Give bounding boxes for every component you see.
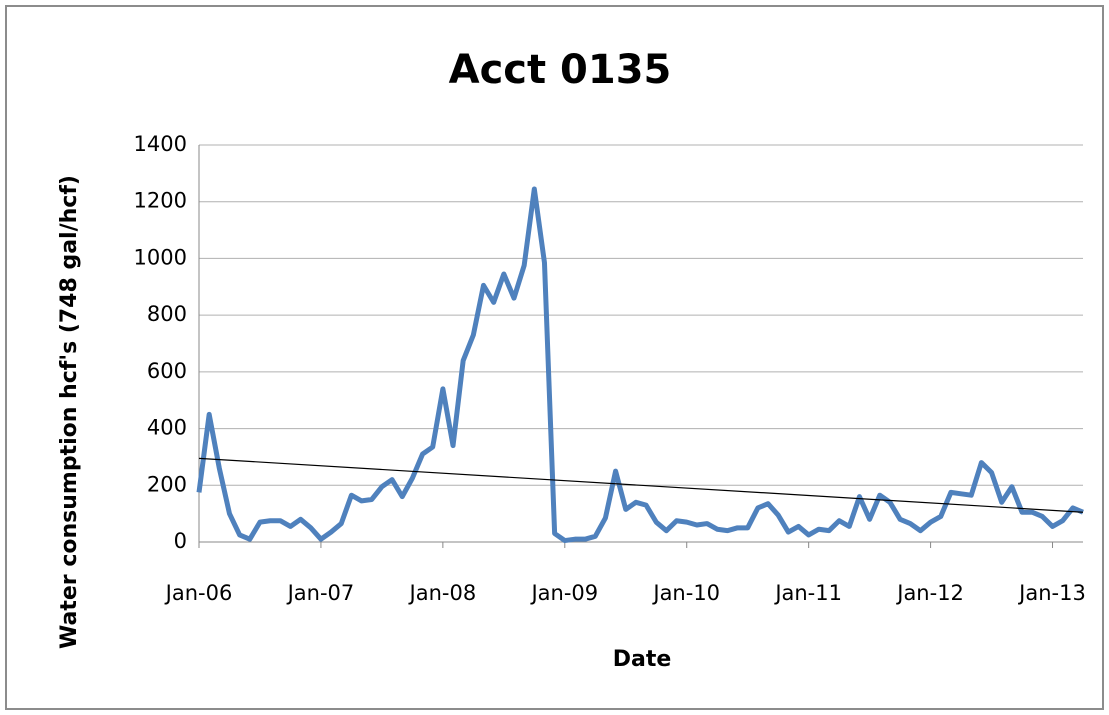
y-tick-label: 0 [174, 529, 187, 553]
x-tick-label: Jan-13 [1017, 581, 1086, 605]
y-tick-label: 600 [147, 359, 187, 383]
x-tick-label: Jan-09 [529, 581, 598, 605]
trend-line [198, 457, 1084, 513]
y-tick-label: 1400 [134, 132, 187, 156]
y-axis-label: Water consumption hcf's (748 gal/hcf) [57, 175, 82, 649]
chart-border [5, 5, 1104, 710]
chart-title: Acct 0135 [449, 47, 672, 93]
y-tick-label: 200 [147, 472, 187, 496]
y-tick-label: 400 [147, 416, 187, 440]
x-tick-label: Jan-11 [773, 581, 842, 605]
data-line [196, 186, 1084, 544]
x-tick-label: Jan-10 [651, 581, 720, 605]
y-tick-label: 800 [147, 302, 187, 326]
x-tick-label: Jan-06 [164, 581, 233, 605]
x-tick-label: Jan-12 [895, 581, 964, 605]
x-axis-label: Date [613, 647, 672, 672]
y-tick-label: 1200 [134, 189, 187, 213]
x-tick-label: Jan-07 [286, 581, 355, 605]
x-tick-label: Jan-08 [408, 581, 477, 605]
y-tick-label: 1000 [134, 245, 187, 269]
